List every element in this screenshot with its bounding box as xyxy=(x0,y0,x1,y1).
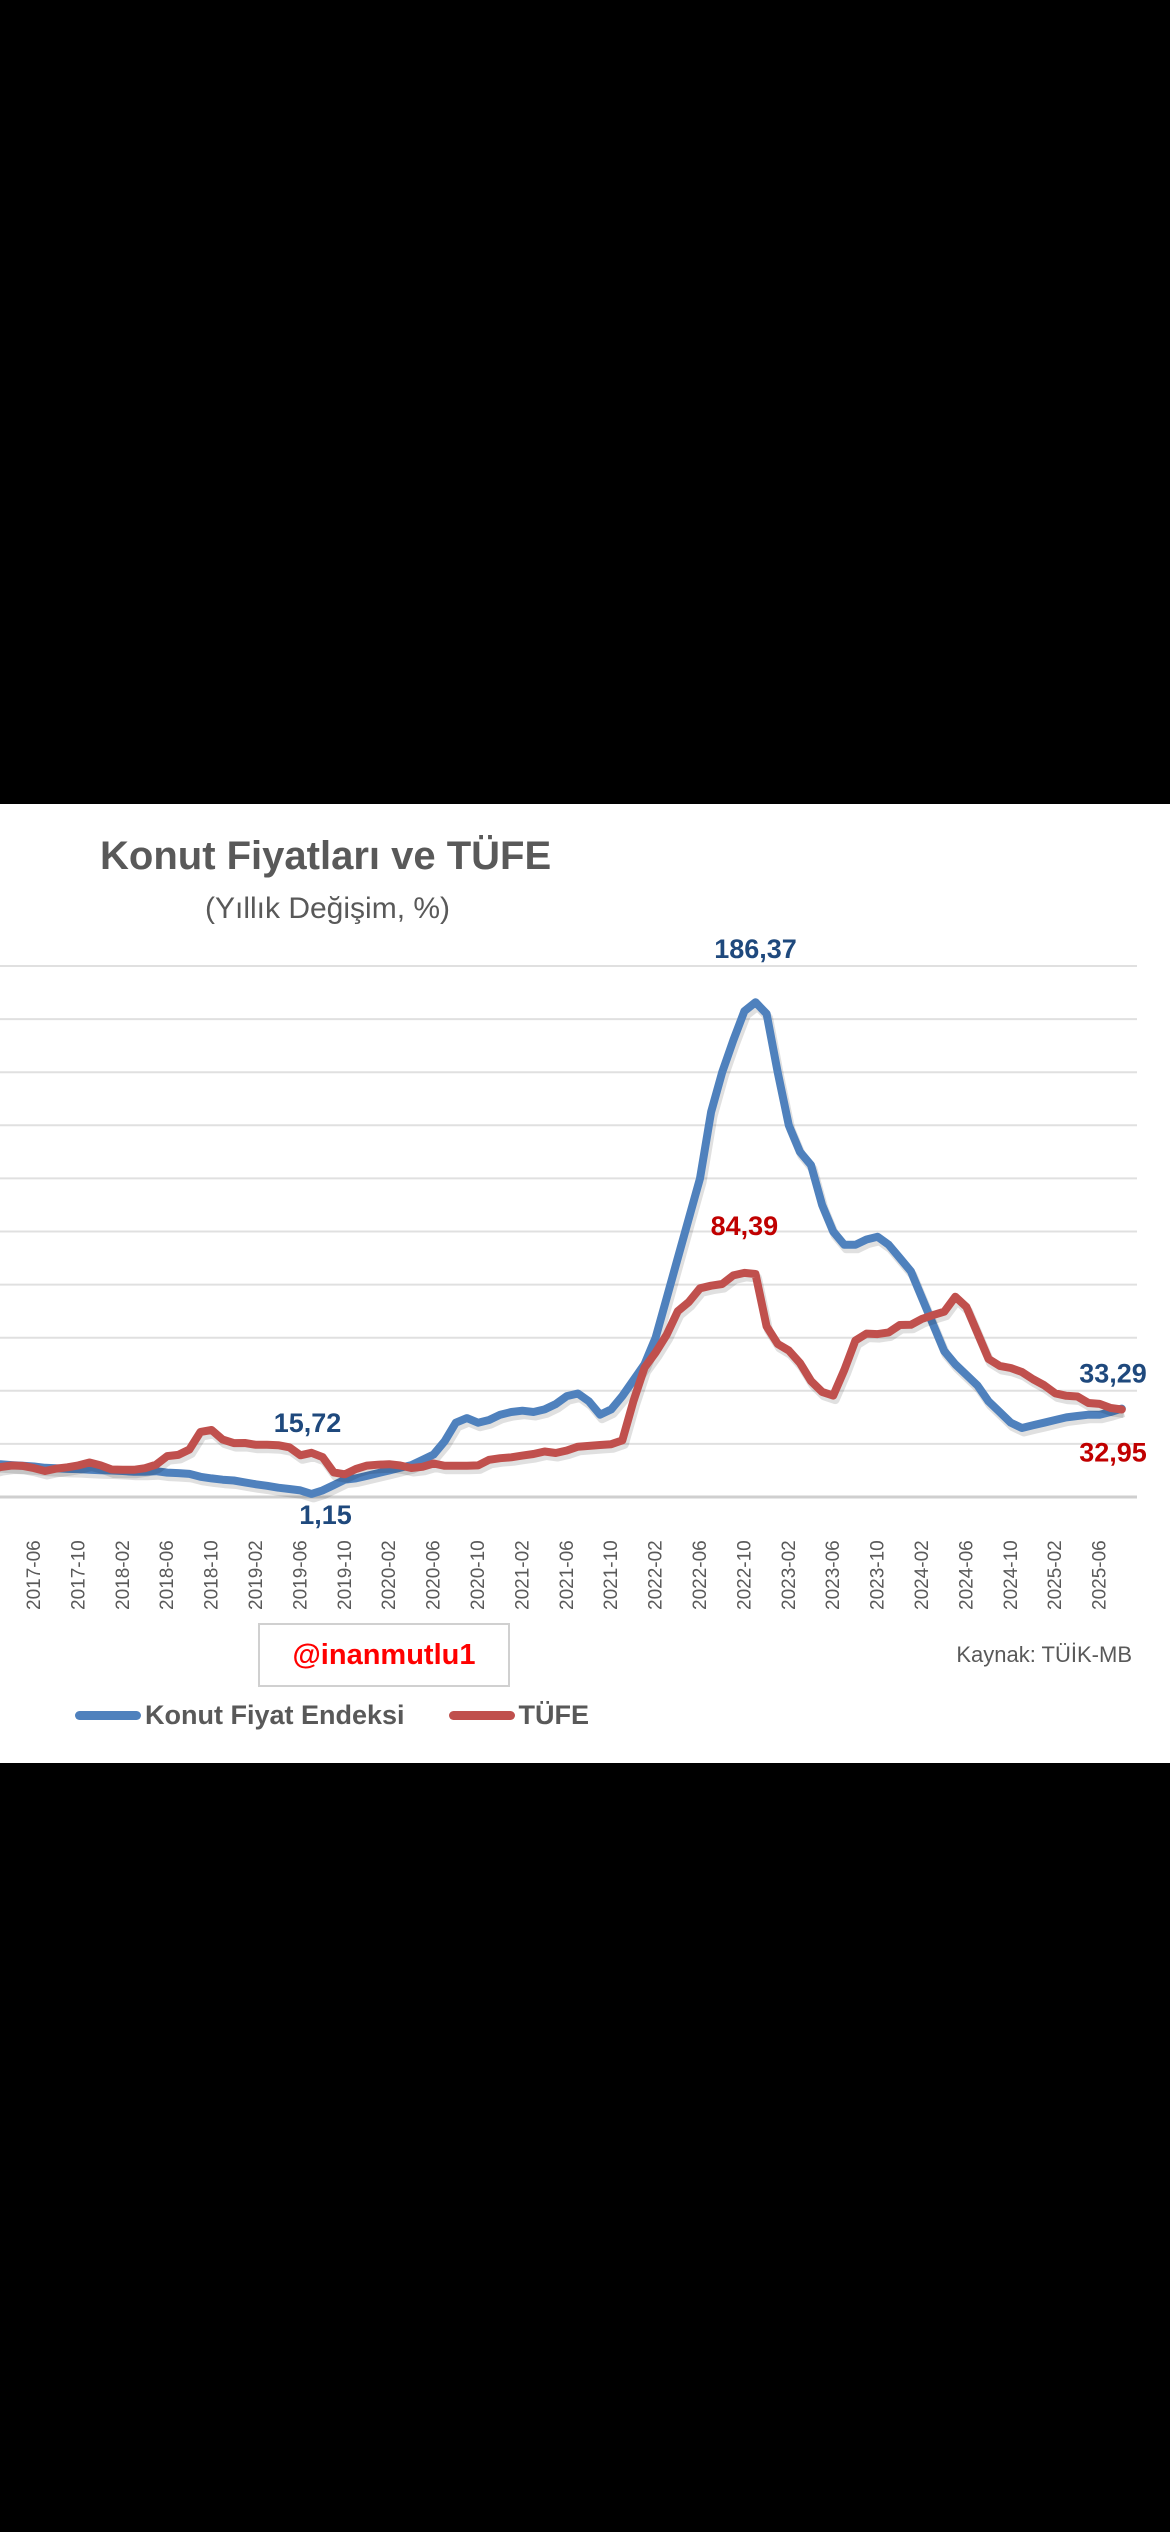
x-tick-label: 2023-10 xyxy=(868,1540,889,1610)
legend-item-tufe: TÜFE xyxy=(448,1700,590,1731)
source-note: Kaynak: TÜİK-MB xyxy=(956,1642,1132,1667)
x-tick-label: 2018-06 xyxy=(157,1540,178,1610)
chart-subtitle: (Yıllık Değişim, %) xyxy=(205,892,450,925)
x-tick-label: 2021-02 xyxy=(512,1540,533,1610)
legend-swatch-tufe xyxy=(448,1711,515,1720)
data-label: 1,15 xyxy=(299,1500,352,1530)
x-tick-label: 2018-02 xyxy=(113,1540,134,1610)
data-label: 84,39 xyxy=(711,1211,779,1241)
data-labels: 186,37 15,72 1,15 33,29 84,39 32,95 xyxy=(274,934,1147,1530)
legend-swatch-konut xyxy=(75,1711,141,1720)
line-chart: Konut Fiyatları ve TÜFE (Yıllık Değişim,… xyxy=(0,833,1147,1610)
x-tick-label: 2023-02 xyxy=(779,1540,800,1610)
x-tick-label: 2019-06 xyxy=(290,1540,311,1610)
x-tick-label: 2021-10 xyxy=(601,1540,622,1610)
series-shadow xyxy=(0,1001,1126,1503)
x-tick-label: 2017-10 xyxy=(68,1540,89,1610)
x-tick-label: 2018-10 xyxy=(202,1540,223,1610)
x-axis-ticks: 2017-06 2017-10 2018-02 2018-06 2018-10 2019-… xyxy=(24,1540,1111,1610)
gridlines xyxy=(0,965,1137,1499)
data-label: 33,29 xyxy=(1079,1359,1147,1389)
legend-item-konut: Konut Fiyat Endeksi xyxy=(75,1700,405,1731)
series-shadow xyxy=(0,1272,1125,1483)
x-tick-label: 2025-06 xyxy=(1090,1540,1111,1610)
x-tick-label: 2017-06 xyxy=(24,1540,45,1610)
x-tick-label: 2022-02 xyxy=(646,1540,667,1610)
x-tick-label: 2024-02 xyxy=(912,1540,933,1610)
x-tick-label: 2025-02 xyxy=(1045,1540,1066,1610)
x-tick-label: 2024-10 xyxy=(1001,1540,1022,1610)
chart-panel: Konut Fiyatları ve TÜFE (Yıllık Değişim,… xyxy=(0,804,1170,1763)
series-lines xyxy=(0,998,1126,1503)
legend: Konut Fiyat Endeksi TÜFE xyxy=(75,1700,633,1731)
x-tick-label: 2021-06 xyxy=(557,1540,578,1610)
x-tick-label: 2022-06 xyxy=(690,1540,711,1610)
series-line-konut xyxy=(0,998,1126,1498)
legend-label-konut: Konut Fiyat Endeksi xyxy=(145,1700,405,1730)
x-tick-label: 2020-10 xyxy=(468,1540,489,1610)
x-tick-label: 2024-06 xyxy=(956,1540,977,1610)
x-tick-label: 2020-02 xyxy=(379,1540,400,1610)
x-tick-label: 2023-06 xyxy=(823,1540,844,1610)
data-label: 32,95 xyxy=(1079,1438,1147,1468)
x-tick-label: 2020-06 xyxy=(424,1540,445,1610)
x-tick-label: 2019-10 xyxy=(335,1540,356,1610)
chart-title: Konut Fiyatları ve TÜFE xyxy=(100,833,551,878)
series-line-tufe xyxy=(0,1268,1126,1479)
data-label: 15,72 xyxy=(274,1408,342,1438)
data-label: 186,37 xyxy=(714,934,797,964)
x-tick-label: 2022-10 xyxy=(734,1540,755,1610)
legend-label-tufe: TÜFE xyxy=(518,1700,590,1730)
watermark-handle: @inanmutlu1 xyxy=(258,1623,510,1687)
x-tick-label: 2019-02 xyxy=(246,1540,267,1610)
